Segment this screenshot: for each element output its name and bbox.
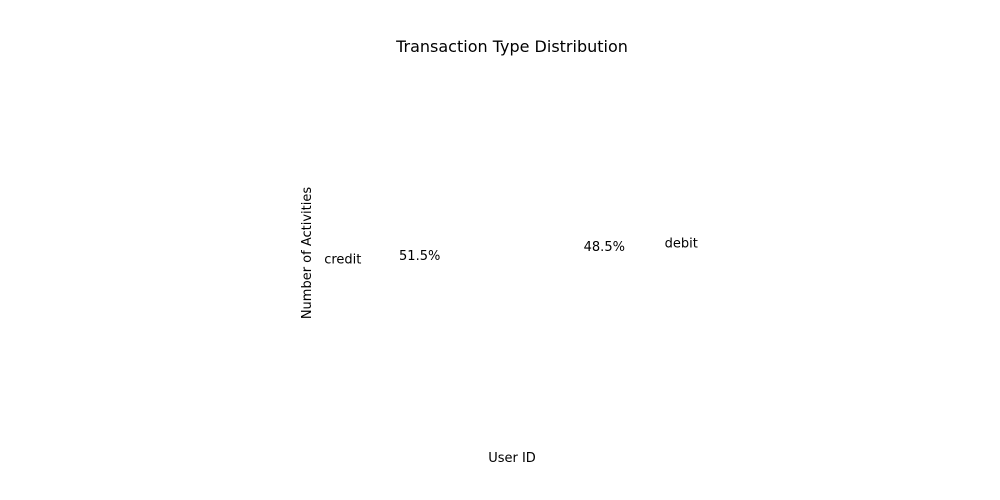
pie-slice-debit — [512, 98, 666, 406]
pie-labels: 51.5% credit 48.5% debit — [324, 237, 698, 268]
chart-title: Transaction Type Distribution — [395, 37, 628, 56]
x-axis-label: User ID — [488, 451, 536, 466]
pie-percent-label-debit: 48.5% — [584, 240, 625, 255]
pie-slices — [358, 98, 666, 406]
pie-category-label-debit: debit — [665, 237, 698, 252]
pie-category-label-credit: credit — [324, 252, 361, 267]
pie-slice-credit — [358, 98, 527, 406]
y-axis-label: Number of Activities — [300, 187, 315, 320]
pie-percent-label-credit: 51.5% — [399, 249, 440, 264]
